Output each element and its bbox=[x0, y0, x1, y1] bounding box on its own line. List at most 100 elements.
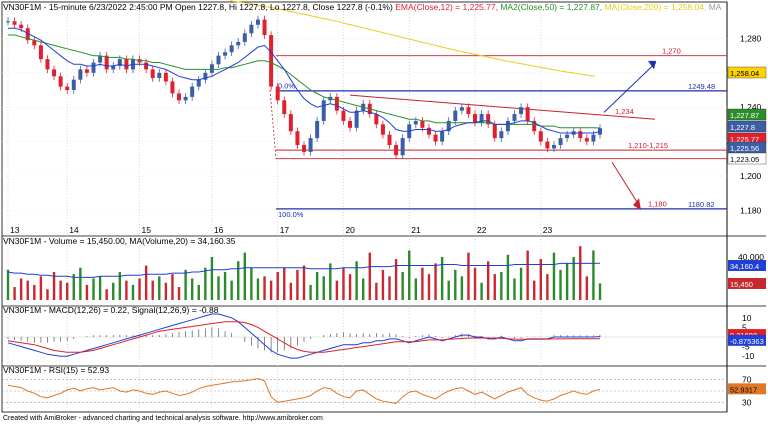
rsi-tag-text: 52.9317 bbox=[730, 385, 757, 394]
volume-bar bbox=[263, 276, 266, 300]
volume-bar bbox=[572, 256, 575, 300]
volume-bar bbox=[184, 269, 187, 300]
volume-bar bbox=[394, 259, 398, 300]
axis-value-tag-text: 1,227.87 bbox=[730, 111, 759, 120]
volume-bar bbox=[72, 274, 75, 300]
candle-body bbox=[348, 120, 353, 128]
candle-body bbox=[229, 45, 234, 53]
candle-body bbox=[505, 120, 510, 132]
volume-bar bbox=[52, 272, 56, 300]
candle-body bbox=[275, 86, 280, 101]
volume-bar bbox=[296, 269, 299, 300]
candle-body bbox=[584, 138, 589, 142]
axis-value-tag-text: 1,225.77 bbox=[730, 135, 759, 144]
volume-bar bbox=[506, 254, 510, 300]
level-label: 1180.82 bbox=[688, 200, 715, 209]
volume-bar bbox=[118, 272, 122, 300]
volume-bar bbox=[598, 283, 602, 300]
candle-body bbox=[374, 114, 379, 125]
volume-ma20-line bbox=[7, 262, 601, 278]
volume-ma-tag-text: 34,160.4 bbox=[730, 262, 759, 271]
candle-body bbox=[65, 86, 70, 91]
macd-y-tick: 5 bbox=[742, 322, 747, 332]
candle-body bbox=[578, 131, 583, 139]
candle-body bbox=[473, 114, 478, 123]
volume-bar bbox=[112, 282, 115, 300]
candle-body bbox=[203, 72, 208, 80]
volume-bar bbox=[381, 269, 385, 300]
candle-body bbox=[558, 138, 563, 145]
candle-body bbox=[144, 62, 149, 70]
candle-body bbox=[387, 134, 392, 145]
volume-bar bbox=[546, 274, 549, 300]
candle-body bbox=[288, 114, 293, 132]
candle-body bbox=[58, 76, 63, 87]
macd-header: VN30F1M - MACD(12,26) = 0.22, Signal(12,… bbox=[3, 305, 219, 315]
axis-value-tag bbox=[727, 152, 767, 165]
candle-body bbox=[223, 52, 228, 56]
volume-bar bbox=[434, 263, 437, 300]
volume-bar bbox=[480, 282, 483, 300]
candle-body bbox=[269, 35, 274, 87]
candle-body bbox=[111, 65, 116, 70]
volume-bar bbox=[467, 252, 470, 300]
arrow-down-line bbox=[611, 161, 641, 208]
axis-value-tag bbox=[727, 120, 767, 133]
axis-value-tag-text: 1,225.56 bbox=[730, 144, 759, 153]
volume-bar bbox=[315, 272, 319, 300]
volume-bar bbox=[230, 280, 233, 300]
volume-bar bbox=[302, 265, 306, 300]
volume-bar bbox=[375, 282, 378, 300]
x-tick-label: 17 bbox=[280, 225, 290, 235]
header-ma50: MA2(Close,50) = 1,227.87, bbox=[500, 2, 604, 12]
volume-bar bbox=[204, 267, 207, 300]
volume-bar bbox=[401, 272, 404, 300]
volume-bar bbox=[592, 250, 595, 300]
volume-bar bbox=[85, 284, 89, 300]
candle-body bbox=[433, 134, 438, 142]
macd-y-tick: 10 bbox=[742, 313, 752, 323]
candle-body bbox=[98, 55, 103, 63]
volume-bar bbox=[460, 276, 464, 300]
price-y-tick: 1,180 bbox=[740, 205, 762, 215]
volume-bar bbox=[33, 284, 36, 300]
volume-bar bbox=[177, 287, 181, 300]
candle-body bbox=[19, 24, 24, 29]
axis-value-tag bbox=[727, 66, 767, 79]
x-tick-label: 20 bbox=[345, 225, 355, 235]
header-ma-tail: MA bbox=[709, 2, 722, 12]
volume-bar bbox=[158, 276, 161, 300]
candle-body bbox=[492, 124, 497, 139]
level-label: 1,210-1,215 bbox=[628, 141, 668, 150]
x-tick-label: 16 bbox=[214, 225, 224, 235]
volume-bar bbox=[526, 250, 529, 300]
candle-body bbox=[512, 114, 517, 121]
candle-body bbox=[453, 110, 458, 121]
price-y-tick: 1,280 bbox=[740, 33, 762, 43]
volume-bar bbox=[335, 280, 339, 300]
chart-frame bbox=[1, 1, 728, 413]
volume-bar bbox=[533, 280, 536, 300]
volume-last-tag-text: 15,450 bbox=[730, 280, 753, 289]
trend-line bbox=[349, 94, 656, 120]
candle-body bbox=[380, 124, 385, 135]
volume-bar bbox=[368, 252, 371, 300]
x-tick-label: 22 bbox=[477, 225, 487, 235]
volume-bar bbox=[217, 276, 220, 300]
axis-value-tag-text: 1,258.04 bbox=[730, 69, 759, 78]
volume-y-tick: 40,000 bbox=[738, 252, 764, 262]
candle-body bbox=[545, 141, 550, 149]
volume-bar bbox=[256, 278, 260, 300]
volume-bar bbox=[447, 280, 450, 300]
volume-bar bbox=[539, 259, 542, 300]
volume-bar bbox=[66, 282, 69, 300]
candle-body bbox=[394, 144, 399, 156]
candle-body bbox=[295, 131, 300, 145]
axis-value-tag-text: 1,223.05 bbox=[730, 155, 759, 164]
candle-body bbox=[78, 69, 83, 80]
candle-body bbox=[551, 144, 556, 149]
header-ohlc: VN30F1M - 15-minute 6/23/2022 2:45:00 PM… bbox=[3, 2, 395, 12]
ma50-line bbox=[8, 34, 601, 129]
volume-bar bbox=[171, 274, 174, 300]
candle-body bbox=[163, 72, 168, 82]
